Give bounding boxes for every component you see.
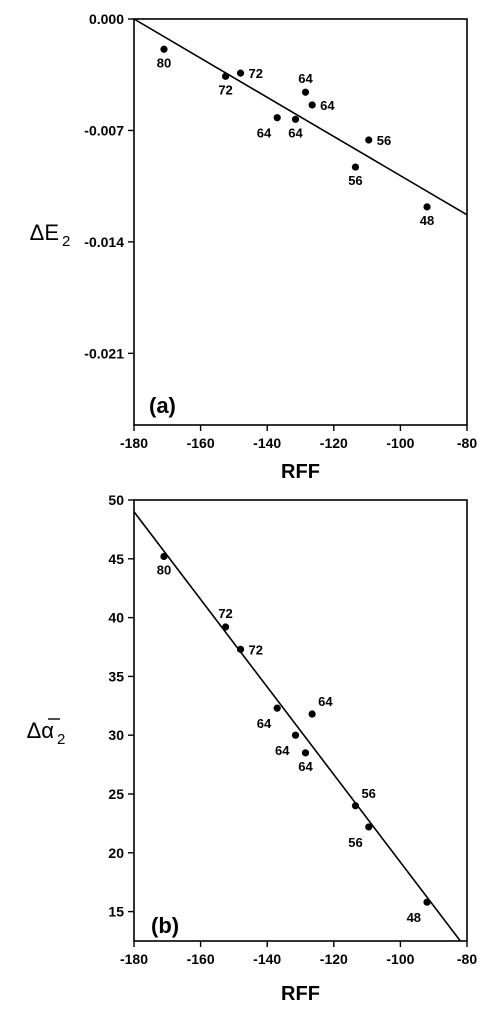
y-axis-title-main: ΔE [30, 220, 59, 245]
y-axis-title: ΔE2 [30, 220, 71, 250]
x-tick-label: -100 [386, 951, 414, 967]
plot-frame [134, 500, 467, 941]
data-point [302, 89, 309, 96]
data-point-label: 80 [157, 55, 171, 70]
x-tick-label: -80 [457, 951, 477, 967]
data-point-label: 72 [249, 642, 263, 657]
data-point [365, 136, 372, 143]
data-point-label: 64 [318, 694, 333, 709]
data-point [160, 553, 167, 560]
data-point-label: 64 [275, 743, 290, 758]
data-point [292, 116, 299, 123]
x-tick-label: -160 [187, 951, 215, 967]
data-point-label: 72 [249, 66, 263, 81]
data-point-label: 48 [407, 910, 421, 925]
y-tick-label: 0.000 [89, 11, 124, 27]
y-tick-label: 25 [108, 786, 124, 802]
data-point-label: 56 [361, 786, 375, 801]
panel-a: -180 -160 -140 -120 -100 -80 0.000 -0.007 -0.014… [30, 11, 478, 483]
x-tick-label: -140 [253, 435, 281, 451]
data-point [423, 899, 430, 906]
data-point [309, 710, 316, 717]
y-tick-label: -0.014 [84, 234, 124, 250]
x-axis-title: RFF [281, 461, 320, 483]
y-tick-label: -0.021 [84, 345, 124, 361]
data-point [352, 802, 359, 809]
data-point-label: 80 [157, 562, 171, 577]
y-tick-label: 35 [108, 668, 124, 684]
data-point [309, 101, 316, 108]
y-tick-label: 30 [108, 727, 124, 743]
data-point-label: 64 [288, 125, 303, 140]
y-axis-title-sub: 2 [62, 233, 70, 250]
data-point-label: 56 [348, 173, 362, 188]
x-tick-label: -120 [320, 435, 348, 451]
fit-line [134, 512, 460, 941]
x-axis-title: RFF [281, 983, 320, 1005]
data-point [352, 163, 359, 170]
panel-label: (a) [149, 393, 176, 418]
data-point [365, 823, 372, 830]
x-tick-label: -120 [320, 951, 348, 967]
data-point [222, 623, 229, 630]
fit-line [134, 19, 467, 215]
data-point [274, 705, 281, 712]
panel-label: (b) [151, 913, 179, 938]
data-point [423, 203, 430, 210]
data-point-label: 64 [298, 71, 313, 86]
y-axis-title-sub: 2 [57, 731, 65, 748]
x-tick-label: -140 [253, 951, 281, 967]
y-tick-label: 15 [108, 904, 124, 920]
data-point [237, 646, 244, 653]
data-point-label: 56 [348, 835, 362, 850]
y-axis-title: Δα2 [27, 718, 66, 748]
data-point-label: 72 [218, 82, 232, 97]
x-tick-label: -80 [457, 435, 477, 451]
data-point [237, 70, 244, 77]
y-tick-label: 50 [108, 492, 124, 508]
data-point-label: 64 [298, 759, 313, 774]
data-point-label: 64 [257, 126, 272, 141]
x-tick-label: -180 [120, 435, 148, 451]
x-tick-label: -160 [187, 435, 215, 451]
data-point [302, 749, 309, 756]
data-point-label: 72 [218, 606, 232, 621]
y-tick-label: -0.007 [84, 122, 124, 138]
data-point [274, 114, 281, 121]
y-tick-label: 20 [108, 845, 124, 861]
x-tick-label: -100 [386, 435, 414, 451]
data-point-label: 64 [257, 716, 272, 731]
data-point-label: 48 [420, 213, 434, 228]
x-tick-label: -180 [120, 951, 148, 967]
y-tick-label: 40 [108, 610, 124, 626]
data-point-label: 64 [320, 98, 335, 113]
data-point [160, 46, 167, 53]
panel-b: -180 -160 -140 -120 -100 -80 15 20 25 30 35 40 45 50 8… [27, 492, 478, 1005]
y-tick-label: 45 [108, 551, 124, 567]
data-point-label: 56 [377, 133, 391, 148]
data-point [292, 732, 299, 739]
y-axis-title-main: Δα [27, 718, 55, 743]
data-point [222, 73, 229, 80]
